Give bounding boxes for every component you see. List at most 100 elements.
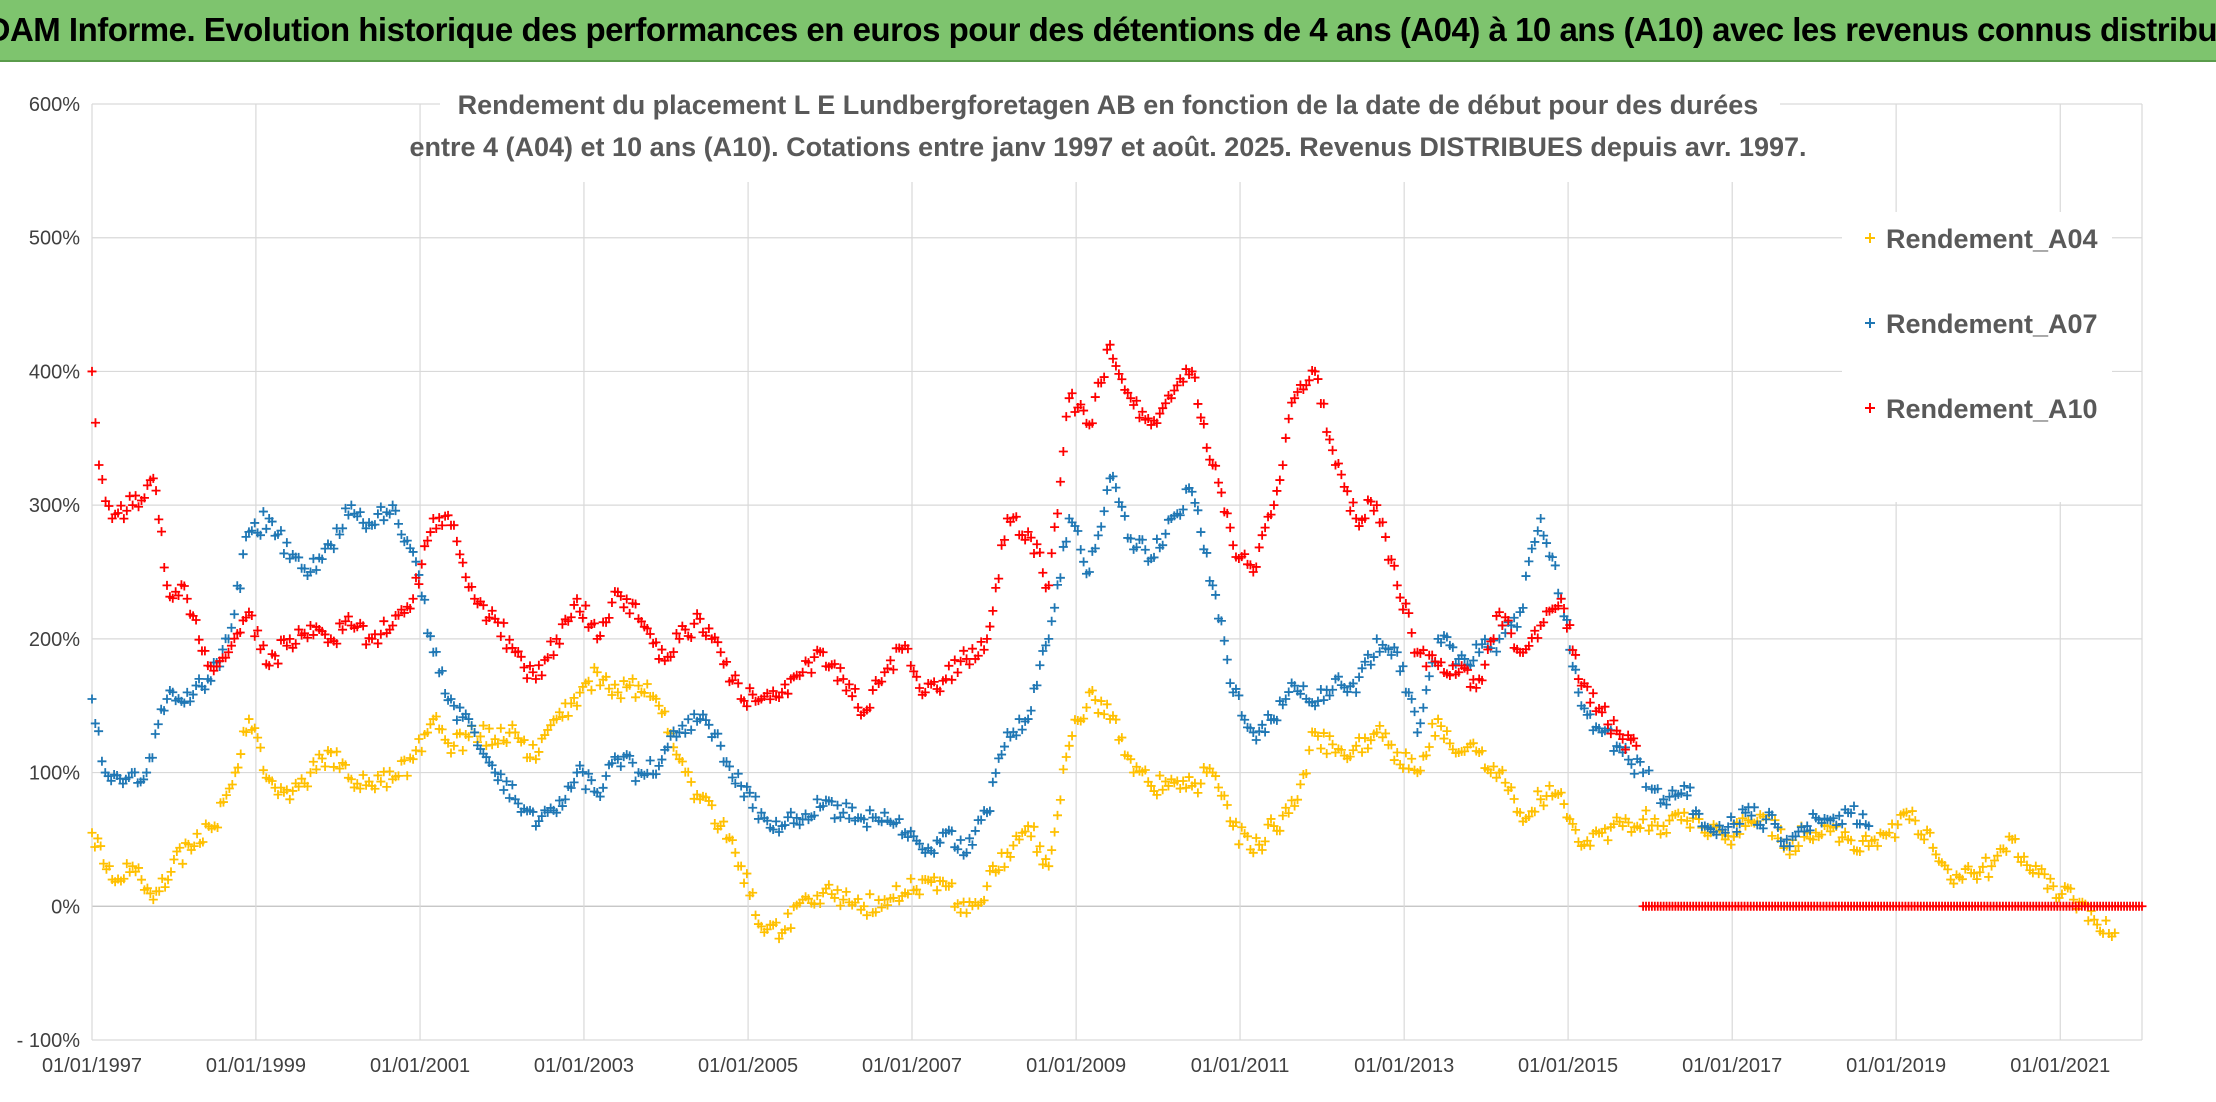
data-point-trace (499, 785, 509, 795)
data-point-trace (218, 644, 228, 654)
data-point-trace (1415, 766, 1425, 776)
legend-marker (1865, 233, 1875, 243)
data-point (1740, 808, 1750, 818)
data-point-trace (1573, 687, 1583, 697)
data-point-trace (906, 826, 916, 836)
data-point-trace (1322, 427, 1332, 437)
data-point-trace (569, 777, 579, 787)
x-tick-label: 01/01/1997 (42, 1055, 142, 1077)
data-point-trace (566, 783, 576, 793)
data-point (777, 687, 787, 697)
data-point-trace (1676, 788, 1686, 798)
data-point-trace (2031, 861, 2041, 871)
data-point-trace (669, 726, 679, 736)
data-point-trace (569, 693, 579, 703)
data-point-trace (414, 579, 424, 589)
data-point-trace (1524, 812, 1534, 822)
data-point-trace (1082, 703, 1091, 713)
data-point-trace (385, 766, 395, 776)
data-point-trace (1087, 418, 1097, 428)
data-point (1351, 687, 1361, 697)
data-point-trace (291, 639, 301, 649)
data-point-trace (1375, 721, 1385, 731)
data-point-trace (745, 788, 755, 798)
x-tick-label: 01/01/2019 (1846, 1055, 1946, 1077)
data-point (1064, 741, 1074, 751)
data-point-trace (707, 800, 717, 810)
data-point-trace (425, 719, 435, 729)
data-point-trace (1319, 695, 1329, 705)
data-point-trace (1322, 749, 1332, 759)
data-point-trace (1477, 675, 1487, 685)
data-point-trace (1053, 509, 1062, 519)
data-point-trace (391, 506, 401, 516)
data-point-trace (1723, 822, 1733, 832)
data-point-trace (343, 510, 353, 520)
data-point-trace (282, 785, 292, 795)
data-point-trace (783, 812, 793, 822)
data-point-trace (2083, 916, 2093, 926)
data-point (182, 594, 192, 604)
data-point-trace (1161, 398, 1171, 408)
legend-label: Rendement_A04 (1886, 224, 2098, 254)
data-point-trace (1817, 830, 1827, 840)
data-point-trace (294, 552, 304, 562)
data-point-trace (1735, 819, 1745, 829)
data-point-trace (1386, 650, 1396, 660)
data-point (305, 620, 315, 630)
data-point-trace (458, 558, 468, 568)
data-point-trace (1486, 768, 1496, 778)
data-point-trace (543, 653, 553, 663)
data-point-trace (1234, 839, 1244, 849)
data-point-trace (751, 910, 761, 920)
data-point-trace (420, 595, 430, 605)
data-point-trace (988, 606, 998, 616)
data-point-trace (1348, 498, 1358, 508)
data-point-trace (753, 814, 763, 824)
data-point-trace (241, 613, 251, 623)
data-point-trace (1726, 840, 1736, 850)
data-point-trace (297, 774, 307, 784)
data-point-trace (1026, 831, 1036, 841)
data-point-trace (809, 652, 819, 662)
data-point (162, 580, 172, 590)
data-point-trace (2019, 852, 2029, 862)
data-point-trace (914, 889, 924, 899)
data-point-trace (1058, 542, 1068, 552)
data-point-trace (1533, 526, 1543, 536)
data-point-trace (1284, 687, 1294, 697)
data-point-trace (1149, 552, 1159, 562)
data-point-trace (1298, 681, 1308, 691)
data-point-trace (1609, 715, 1619, 725)
data-point-trace (1038, 568, 1048, 578)
data-point (1372, 634, 1382, 644)
data-point-trace (159, 706, 169, 716)
data-point-trace (607, 598, 617, 608)
data-point-trace (411, 573, 421, 583)
data-point (1412, 727, 1422, 737)
data-point-trace (1661, 828, 1671, 838)
data-point-trace (888, 665, 898, 675)
data-point-trace (1076, 399, 1086, 409)
data-point-trace (1000, 535, 1010, 545)
data-point-trace (1348, 678, 1358, 688)
data-point (87, 828, 97, 838)
data-point-trace (1375, 647, 1385, 657)
data-point-trace (771, 918, 781, 928)
x-tick-label: 01/01/2009 (1026, 1055, 1126, 1077)
data-point-trace (724, 761, 734, 771)
data-point-trace (525, 752, 535, 762)
data-point (305, 768, 315, 778)
data-point-trace (1328, 445, 1338, 455)
data-point-trace (554, 795, 564, 805)
data-point-trace (1099, 506, 1109, 516)
data-point-trace (1096, 696, 1106, 706)
data-point-trace (358, 621, 368, 631)
data-point-trace (1158, 540, 1168, 550)
data-point-trace (1518, 603, 1528, 613)
data-point-trace (487, 740, 497, 750)
data-point-trace (1582, 836, 1592, 846)
data-point-trace (1401, 748, 1411, 758)
legend-label: Rendement_A10 (1886, 394, 2098, 424)
data-point-trace (751, 792, 761, 802)
